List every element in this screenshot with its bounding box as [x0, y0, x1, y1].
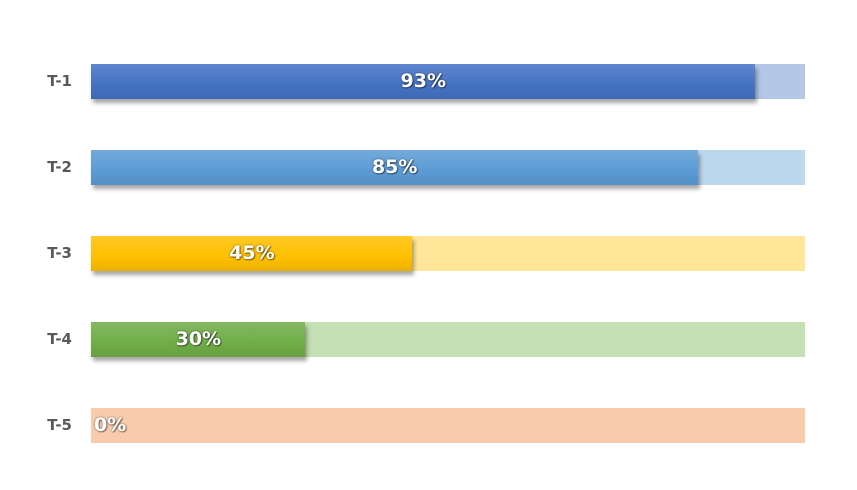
category-label: T-1 [47, 72, 72, 90]
data-label: 45% [229, 242, 275, 264]
progress-bar [91, 64, 756, 99]
progress-bar [91, 322, 306, 357]
data-label: 0% [94, 414, 127, 436]
progress-track: 93% [91, 64, 805, 99]
progress-track: 30% [91, 322, 805, 357]
data-label: 85% [371, 156, 418, 178]
progress-track: 85% [91, 150, 805, 185]
progress-bar [91, 150, 698, 185]
progress-track: 45% [91, 236, 805, 271]
data-label: 30% [175, 328, 222, 350]
progress-bar [91, 236, 413, 271]
data-label: 93% [400, 70, 446, 92]
category-label: T-2 [47, 158, 72, 176]
category-label: T-5 [47, 416, 72, 434]
progress-track: 0% [91, 408, 805, 443]
category-label: T-4 [47, 330, 72, 348]
category-label: T-3 [47, 244, 72, 262]
